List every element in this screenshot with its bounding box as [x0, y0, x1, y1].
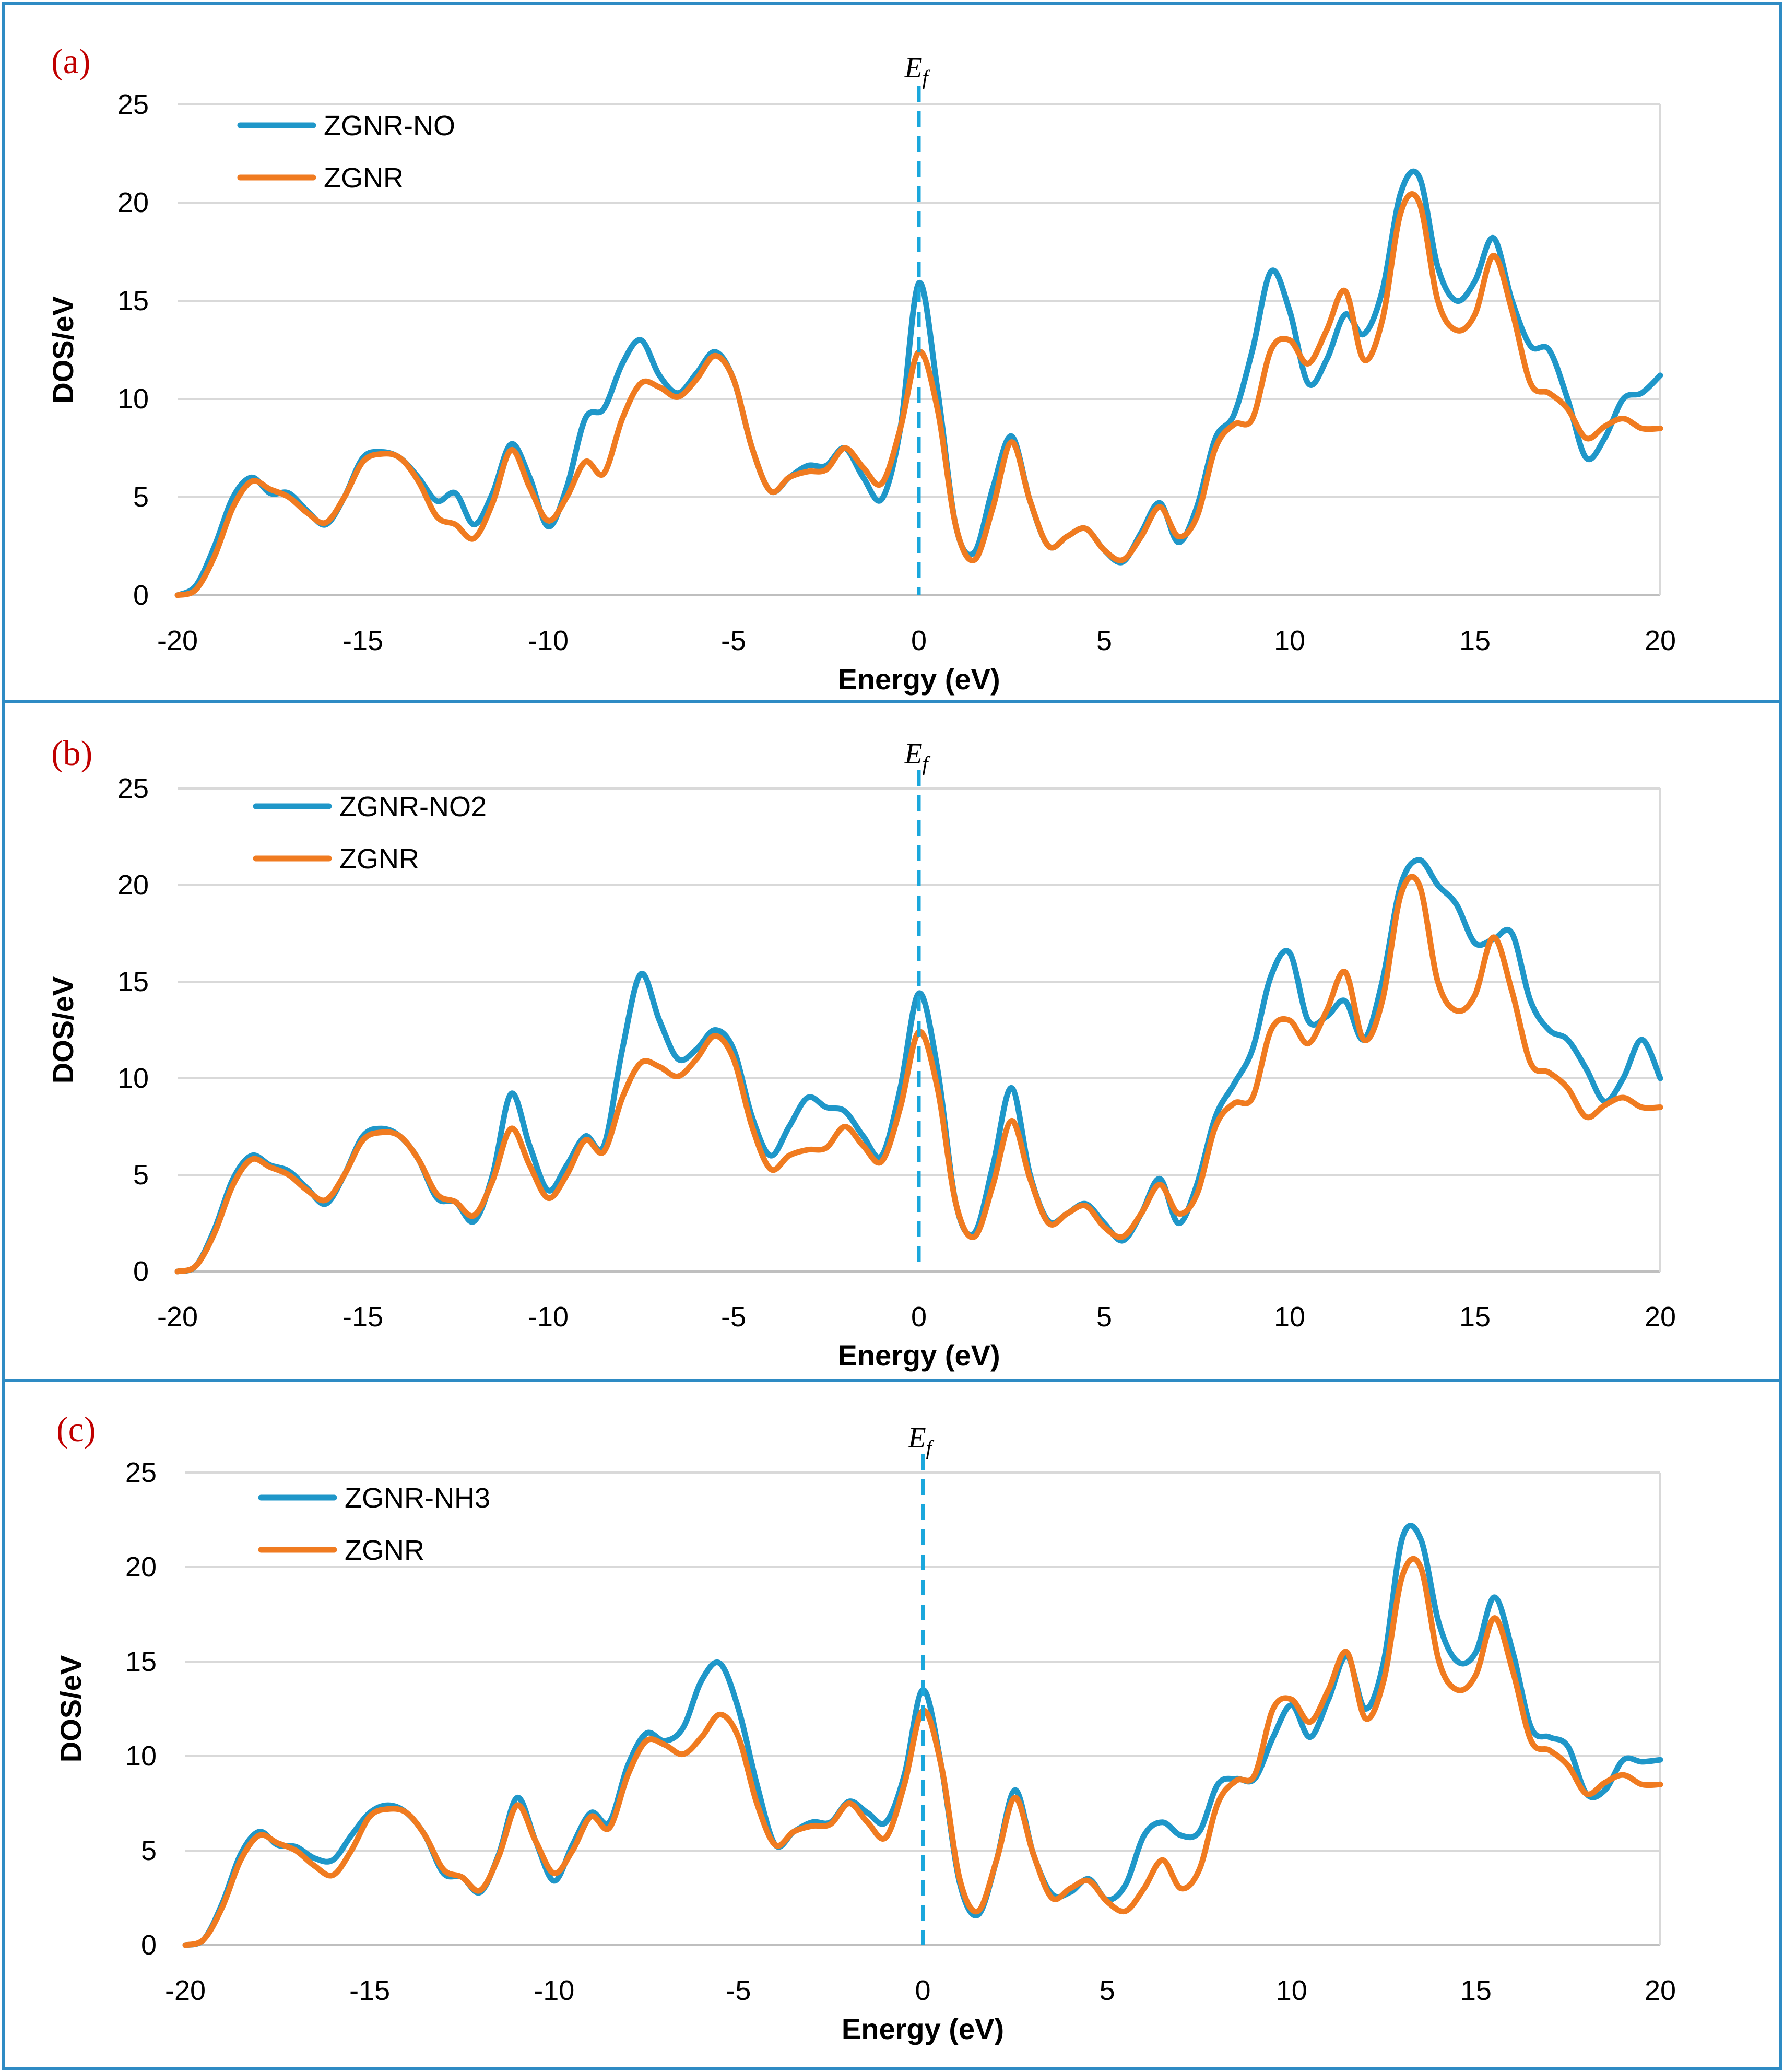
y-tick-label: 15 — [117, 966, 149, 997]
series-line-zgnr — [174, 191, 1663, 598]
x-axis-title: Energy (eV) — [837, 1339, 1000, 1372]
x-tick-label: -15 — [342, 625, 383, 656]
panel-label: (b) — [51, 733, 92, 773]
x-tick-label: 20 — [1645, 625, 1676, 656]
x-tick-label: 20 — [1645, 1975, 1676, 2006]
legend-entry: ZGNR — [345, 1535, 424, 1566]
x-tick-label: 5 — [1100, 1975, 1115, 2006]
y-tick-label: 10 — [117, 383, 149, 415]
y-tick-label: 5 — [133, 481, 149, 513]
panel-frame — [2, 2, 1782, 703]
y-tick-label: 5 — [141, 1835, 157, 1866]
x-axis-title: Energy (eV) — [837, 663, 1000, 696]
series-line-zgnr — [182, 1556, 1663, 1948]
x-tick-label: 0 — [915, 1975, 930, 2006]
y-tick-label: 20 — [117, 869, 149, 901]
legend-entry: ZGNR-NO — [324, 110, 455, 142]
x-tick-label: -15 — [342, 1301, 383, 1333]
x-tick-label: -10 — [528, 625, 569, 656]
x-tick-label: 15 — [1460, 1975, 1492, 2006]
y-axis-title: DOS/eV — [54, 1655, 87, 1762]
fermi-label-main: E — [904, 52, 922, 84]
y-tick-label: 15 — [125, 1646, 157, 1677]
y-tick-label: 0 — [133, 1256, 149, 1287]
y-tick-label: 0 — [141, 1929, 157, 1961]
x-tick-label: -5 — [726, 1975, 751, 2006]
panel-frame — [2, 700, 1782, 1382]
x-tick-label: -15 — [349, 1975, 390, 2006]
y-tick-label: 10 — [125, 1740, 157, 1772]
x-tick-label: -10 — [528, 1301, 569, 1333]
y-tick-label: 20 — [125, 1551, 157, 1583]
panel-label: (c) — [56, 1409, 96, 1449]
y-tick-label: 25 — [117, 89, 149, 120]
x-tick-label: 10 — [1274, 625, 1305, 656]
y-axis-title: DOS/eV — [46, 296, 79, 403]
x-tick-label: -5 — [721, 625, 746, 656]
series-line-zgnr — [174, 874, 1663, 1275]
x-tick-label: 0 — [911, 1301, 927, 1333]
x-tick-label: -20 — [157, 625, 198, 656]
legend-entry: ZGNR — [339, 843, 419, 875]
x-tick-label: 15 — [1459, 1301, 1491, 1333]
legend-entry: ZGNR-NH3 — [345, 1482, 490, 1514]
x-tick-label: -10 — [534, 1975, 574, 2006]
y-tick-label: 20 — [117, 187, 149, 218]
dos-panel-a: 0 5 10 15 20 25 -20 -15 -10 -5 0 5 10 15 20 Energy (eV)… — [2, 2, 1782, 703]
x-tick-label: -20 — [165, 1975, 206, 2006]
y-tick-label: 5 — [133, 1159, 149, 1191]
dos-panel-c: 0 5 10 15 20 25 -20 -15 -10 -5 0 5 10 15 20 Energy (eV)… — [2, 1379, 1782, 2070]
y-tick-label: 15 — [117, 285, 149, 316]
x-axis-title: Energy (eV) — [842, 2012, 1004, 2045]
x-tick-label: 10 — [1276, 1975, 1307, 2006]
x-tick-label: -5 — [721, 1301, 746, 1333]
fermi-label-main: E — [904, 738, 922, 770]
x-tick-label: 0 — [911, 625, 927, 656]
panel-frame — [2, 1379, 1782, 2070]
x-tick-label: 5 — [1096, 1301, 1112, 1333]
x-tick-label: 5 — [1096, 625, 1112, 656]
y-axis-title: DOS/eV — [46, 976, 79, 1084]
panel-label: (a) — [51, 41, 90, 81]
y-tick-label: 25 — [125, 1457, 157, 1488]
x-tick-label: 15 — [1459, 625, 1491, 656]
y-tick-label: 25 — [117, 773, 149, 804]
y-tick-label: 0 — [133, 580, 149, 611]
x-tick-label: 10 — [1274, 1301, 1305, 1333]
x-tick-label: -20 — [157, 1301, 198, 1333]
x-tick-label: 20 — [1645, 1301, 1676, 1333]
dos-panel-b: 0 5 10 15 20 25 -20 -15 -10 -5 0 5 10 15 20 Energy (eV)… — [2, 700, 1782, 1382]
legend-entry: ZGNR-NO2 — [339, 791, 487, 822]
fermi-label-main: E — [907, 1422, 926, 1454]
y-tick-label: 10 — [117, 1063, 149, 1094]
legend-entry: ZGNR — [324, 162, 404, 194]
